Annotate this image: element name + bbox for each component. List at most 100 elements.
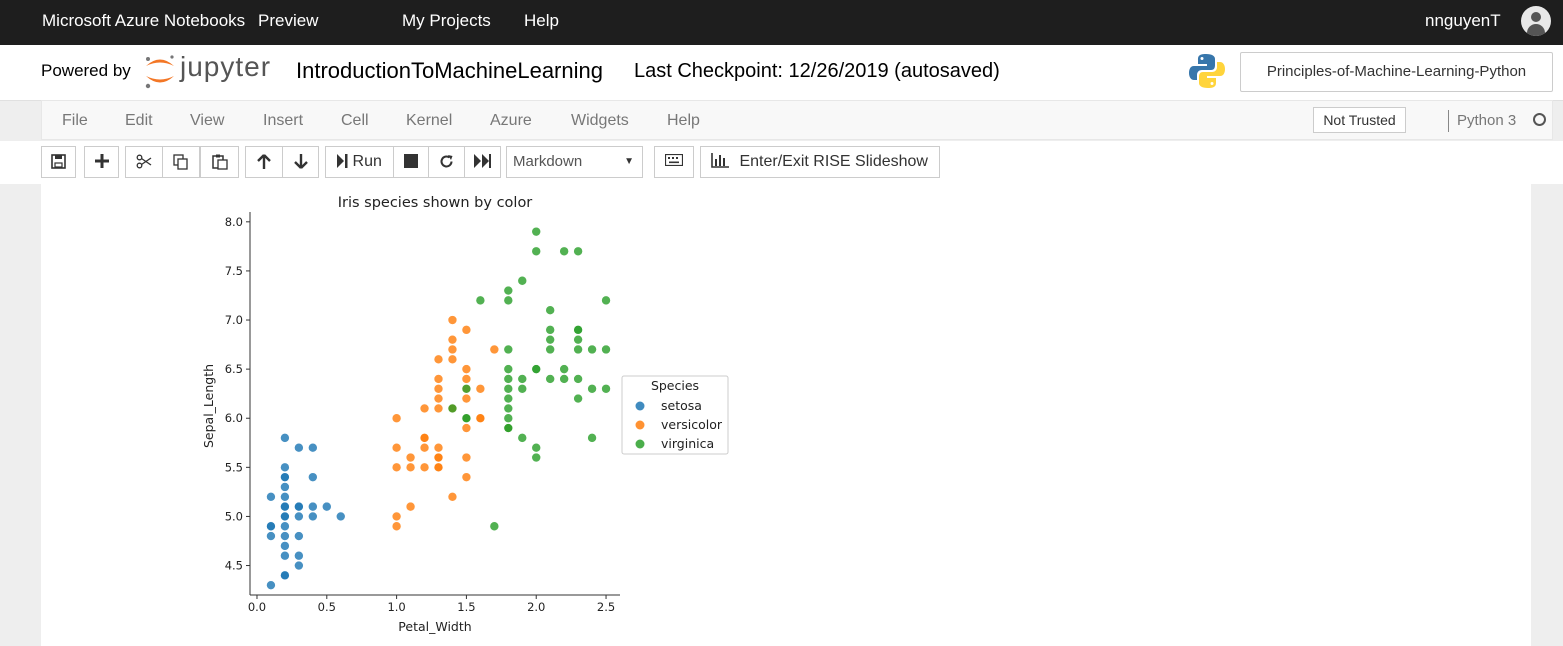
legend-marker-setosa <box>635 401 645 411</box>
azure-notebooks-brand[interactable]: Microsoft Azure Notebooks <box>42 11 246 30</box>
data-point-virginica <box>503 364 514 374</box>
legend-label-virginica: virginica <box>661 436 714 451</box>
data-point-versicolor <box>461 325 472 335</box>
data-point-virginica <box>587 433 597 443</box>
move-down-button[interactable] <box>282 146 319 178</box>
rise-slideshow-button[interactable]: Enter/Exit RISE Slideshow <box>700 146 940 178</box>
menu-view[interactable]: View <box>190 112 225 129</box>
data-point-versicolor <box>489 344 500 355</box>
data-point-virginica <box>601 344 611 355</box>
data-point-virginica <box>503 403 514 414</box>
menu-insert[interactable]: Insert <box>263 112 304 129</box>
legend-label-versicolor: versicolor <box>661 417 723 432</box>
data-point-virginica <box>601 295 611 306</box>
checkpoint-status: Last Checkpoint: 12/26/2019 (autosaved) <box>634 60 1000 82</box>
keyboard-icon <box>664 153 684 167</box>
data-point-versicolor <box>447 315 458 325</box>
interrupt-button[interactable] <box>393 146 429 178</box>
legend-label-setosa: setosa <box>661 398 702 413</box>
data-point-virginica <box>559 246 569 257</box>
data-point-versicolor <box>461 364 472 374</box>
data-point-versicolor <box>433 354 444 365</box>
x-tick-label: 2.0 <box>527 600 545 614</box>
restart-kernel-button[interactable] <box>428 146 465 178</box>
menu-kernel[interactable]: Kernel <box>406 112 453 129</box>
data-point-virginica <box>587 344 597 355</box>
cut-button[interactable] <box>125 146 163 178</box>
y-tick-label: 6.0 <box>225 411 243 425</box>
menu-help[interactable]: Help <box>667 112 700 129</box>
legend-title: Species <box>651 378 699 393</box>
data-point-versicolor <box>405 501 416 512</box>
chart-axes: 0.0 0.5 1.0 1.5 2.0 2.5 4.5 5.0 5.5 6.0 6.5 7.0 7.5 8… <box>225 212 620 614</box>
data-point-virginica <box>461 413 472 424</box>
copy-button[interactable] <box>162 146 200 178</box>
my-projects-link[interactable]: My Projects <box>402 11 491 30</box>
data-point-virginica <box>517 383 528 394</box>
notebook-cell-area[interactable] <box>41 184 1531 646</box>
cell-type-value: Markdown <box>513 153 583 170</box>
arrow-up-icon <box>257 154 271 169</box>
username[interactable]: nnguyenT <box>1425 11 1501 30</box>
data-point-setosa <box>294 531 304 541</box>
data-point-virginica <box>545 334 555 345</box>
data-point-versicolor <box>461 472 472 482</box>
project-button[interactable]: Principles-of-Machine-Learning-Python <box>1240 52 1553 92</box>
data-point-virginica <box>559 374 569 384</box>
y-tick-label: 7.5 <box>225 264 243 278</box>
data-point-virginica <box>503 383 514 394</box>
avatar-icon[interactable] <box>1521 6 1551 36</box>
data-point-versicolor <box>447 354 458 365</box>
command-palette-button[interactable] <box>654 146 694 178</box>
data-point-versicolor <box>391 462 402 473</box>
legend-box <box>621 375 729 455</box>
restart-run-all-button[interactable] <box>464 146 501 178</box>
menu-edit[interactable]: Edit <box>125 112 153 129</box>
jupyter-wordmark[interactable]: jupyter <box>180 51 272 82</box>
kernel-name[interactable]: Python 3 <box>1457 112 1517 129</box>
data-point-virginica <box>531 226 542 237</box>
save-button[interactable] <box>41 146 76 178</box>
data-point-setosa <box>280 491 290 502</box>
powered-by-label: Powered by <box>41 61 131 80</box>
not-trusted-button[interactable]: Not Trusted <box>1313 107 1406 133</box>
cell-type-select[interactable]: Markdown ▼ <box>506 146 643 178</box>
data-point-virginica <box>517 374 528 384</box>
insert-cell-button[interactable] <box>84 146 119 178</box>
data-point-setosa <box>308 501 318 512</box>
x-axis-label: Petal_Width <box>398 619 471 634</box>
data-point-setosa <box>294 501 304 512</box>
data-point-virginica <box>545 325 555 335</box>
data-point-versicolor <box>447 344 458 355</box>
data-point-setosa <box>280 541 290 551</box>
y-tick-label: 4.5 <box>225 559 243 573</box>
y-tick-label: 6.5 <box>225 362 243 376</box>
menu-widgets[interactable]: Widgets <box>571 112 629 129</box>
notebook-name[interactable]: IntroductionToMachineLearning <box>296 58 603 83</box>
data-point-versicolor <box>433 393 444 404</box>
data-point-setosa <box>280 472 290 482</box>
data-point-versicolor <box>419 462 430 473</box>
data-point-setosa <box>294 550 304 561</box>
data-point-virginica <box>503 374 514 384</box>
data-point-setosa <box>308 511 318 522</box>
kernel-divider <box>1448 110 1449 132</box>
run-button[interactable]: Run <box>325 146 394 178</box>
menu-file[interactable]: File <box>62 112 88 129</box>
help-link[interactable]: Help <box>524 11 559 30</box>
data-point-virginica <box>461 383 472 394</box>
menu-azure[interactable]: Azure <box>490 112 532 129</box>
data-point-virginica <box>447 403 458 414</box>
data-point-setosa <box>280 462 290 473</box>
data-point-setosa <box>280 550 290 561</box>
data-point-virginica <box>545 305 555 316</box>
iris-scatter-chart: Iris species shown by color 0.0 0.5 1.0 1.5… <box>201 195 729 634</box>
menu-cell[interactable]: Cell <box>341 112 369 129</box>
move-up-button[interactable] <box>245 146 283 178</box>
plus-icon <box>94 154 109 168</box>
y-tick-label: 5.5 <box>225 460 243 474</box>
data-point-versicolor <box>461 423 472 433</box>
bar-chart-icon <box>711 153 729 168</box>
paste-button[interactable] <box>200 146 239 178</box>
legend-marker-virginica <box>635 439 645 449</box>
